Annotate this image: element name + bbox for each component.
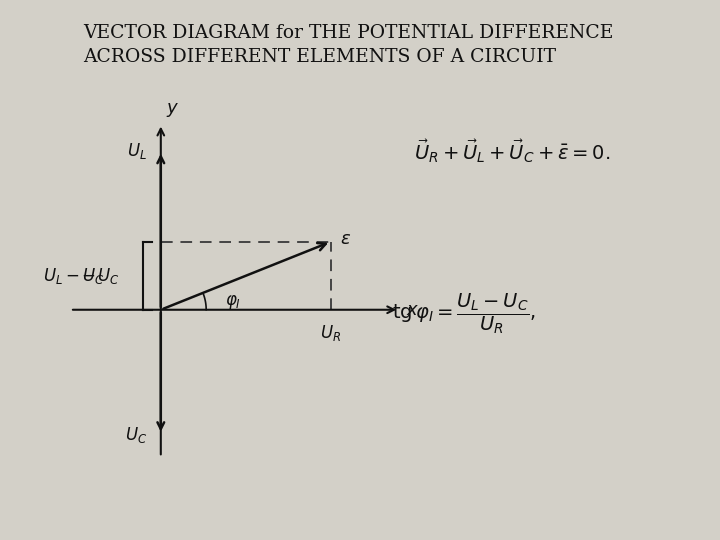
- Text: $\varphi_I$: $\varphi_I$: [225, 293, 241, 310]
- Text: $U_L$: $U_L$: [127, 141, 147, 161]
- Text: $y$: $y$: [166, 101, 180, 119]
- Text: $\mathrm{tg}\,\varphi_I = \dfrac{U_L - U_C}{U_R},$: $\mathrm{tg}\,\varphi_I = \dfrac{U_L - U…: [392, 291, 536, 335]
- Text: $U_L - U_C$: $U_L - U_C$: [42, 266, 104, 286]
- Text: $U_C$: $U_C$: [125, 424, 147, 444]
- Text: $U_R$: $U_R$: [320, 323, 341, 343]
- Text: $\varepsilon$: $\varepsilon$: [340, 231, 351, 248]
- Text: $-\,U_C$: $-\,U_C$: [81, 266, 120, 286]
- Text: $x$: $x$: [406, 301, 419, 319]
- Text: VECTOR DIAGRAM for THE POTENTIAL DIFFERENCE
ACROSS DIFFERENT ELEMENTS OF A CIRCU: VECTOR DIAGRAM for THE POTENTIAL DIFFERE…: [83, 24, 613, 66]
- Text: $\vec{U}_R + \vec{U}_L + \vec{U}_C + \bar{\varepsilon} = 0.$: $\vec{U}_R + \vec{U}_L + \vec{U}_C + \ba…: [414, 137, 611, 165]
